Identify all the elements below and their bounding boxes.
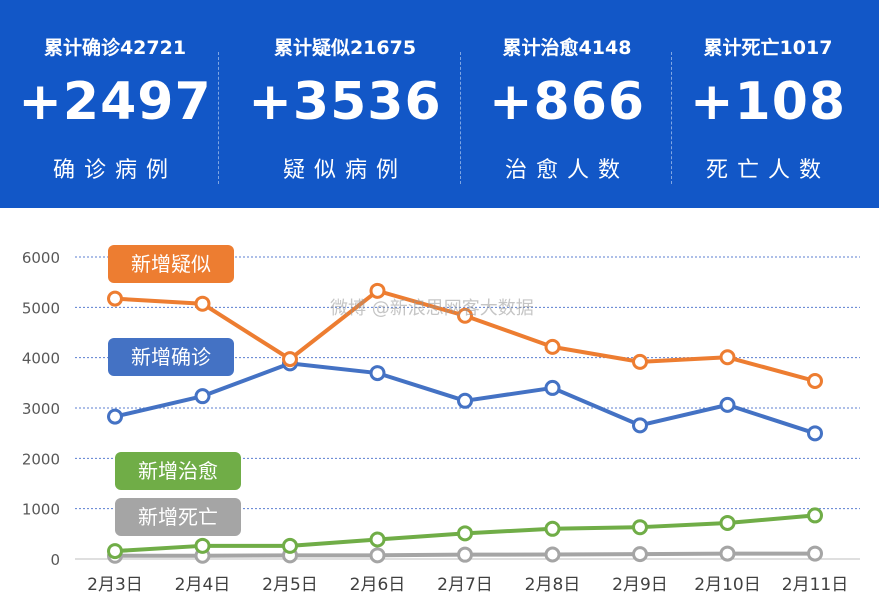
y-tick-label: 2000 [22,450,60,468]
x-tick-label: 2月4日 [175,575,231,595]
data-point-cured [719,514,736,531]
data-point-suspected [632,353,648,370]
y-tick-label: 4000 [22,350,60,368]
summary-banner: 累计确诊42721 +2497 确诊病例 累计疑似21675 +3536 疑似病… [0,0,879,208]
increase-confirmed: +2497 [18,72,212,132]
data-point-deaths [807,545,823,562]
legend-suspected: 新增疑似 [108,245,234,283]
y-tick-label: 5000 [22,299,60,317]
data-point-confirmed [632,417,648,434]
legend-cured: 新增治愈 [115,452,241,490]
increase-cured: +866 [488,72,646,132]
data-point-confirmed [369,365,386,382]
data-point-cured [632,519,648,536]
y-tick-label: 1000 [22,501,60,519]
x-tick-label: 2月7日 [437,575,493,595]
y-tick-label: 3000 [22,400,60,418]
data-point-suspected [282,351,298,368]
label-deaths: 死亡人数 [705,158,830,183]
data-point-suspected [107,290,123,307]
data-point-suspected [369,282,386,299]
data-point-cured [107,543,123,560]
stat-cured: 累计治愈4148 +866 治愈人数 [462,0,672,208]
x-tick-label: 2月3日 [87,575,143,595]
data-point-confirmed [107,408,123,425]
x-tick-label: 2月8日 [525,575,581,595]
data-point-deaths [457,546,473,563]
data-point-cured [544,520,561,537]
increase-suspected: +3536 [248,72,442,132]
stat-suspected: 累计疑似21675 +3536 疑似病例 [240,0,450,208]
data-point-confirmed [544,379,561,396]
data-point-deaths [544,546,561,563]
data-point-suspected [544,338,561,355]
x-tick-label: 2月6日 [350,575,406,595]
data-point-cured [369,531,386,548]
legend-confirmed: 新增确诊 [108,338,234,376]
data-point-cured [457,525,473,542]
y-tick-label: 0 [50,551,60,569]
data-point-suspected [194,295,211,312]
stat-confirmed: 累计确诊42721 +2497 确诊病例 [10,0,220,208]
stat-deaths: 累计死亡1017 +108 死亡人数 [663,0,873,208]
cumulative-suspected: 累计疑似21675 [273,37,417,59]
data-point-suspected [719,349,736,366]
increase-deaths: +108 [689,72,847,132]
watermark: 微博 @新浪思网客大数据 [330,298,534,319]
legend-deaths: 新增死亡 [115,498,241,536]
label-confirmed: 确诊病例 [52,158,177,183]
data-point-deaths [632,546,648,563]
cumulative-cured: 累计治愈4148 [502,37,632,59]
data-point-cured [282,537,298,554]
data-point-suspected [457,307,473,324]
data-point-deaths [719,545,736,562]
x-tick-label: 2月10日 [694,575,760,595]
cumulative-deaths: 累计死亡1017 [703,37,833,59]
data-point-confirmed [194,388,211,405]
data-point-confirmed [807,425,823,442]
x-tick-label: 2月11日 [782,575,848,595]
label-suspected: 疑似病例 [282,158,407,183]
data-point-cured [807,507,823,524]
x-tick-label: 2月9日 [612,575,668,595]
stat-divider [218,52,219,184]
data-point-confirmed [457,392,473,409]
stat-divider [671,52,672,184]
label-cured: 治愈人数 [504,158,629,183]
stat-divider [460,52,461,184]
cumulative-confirmed: 累计确诊42721 [43,37,187,59]
data-point-deaths [369,547,386,564]
y-tick-label: 6000 [22,249,60,267]
line-chart: 0 1000 2000 3000 4000 5000 6000 2月3日 2月4日 2月5日 2月6… [22,249,860,595]
data-point-confirmed [719,396,736,413]
data-point-suspected [807,373,823,390]
data-point-cured [194,537,211,554]
x-tick-label: 2月5日 [262,575,318,595]
